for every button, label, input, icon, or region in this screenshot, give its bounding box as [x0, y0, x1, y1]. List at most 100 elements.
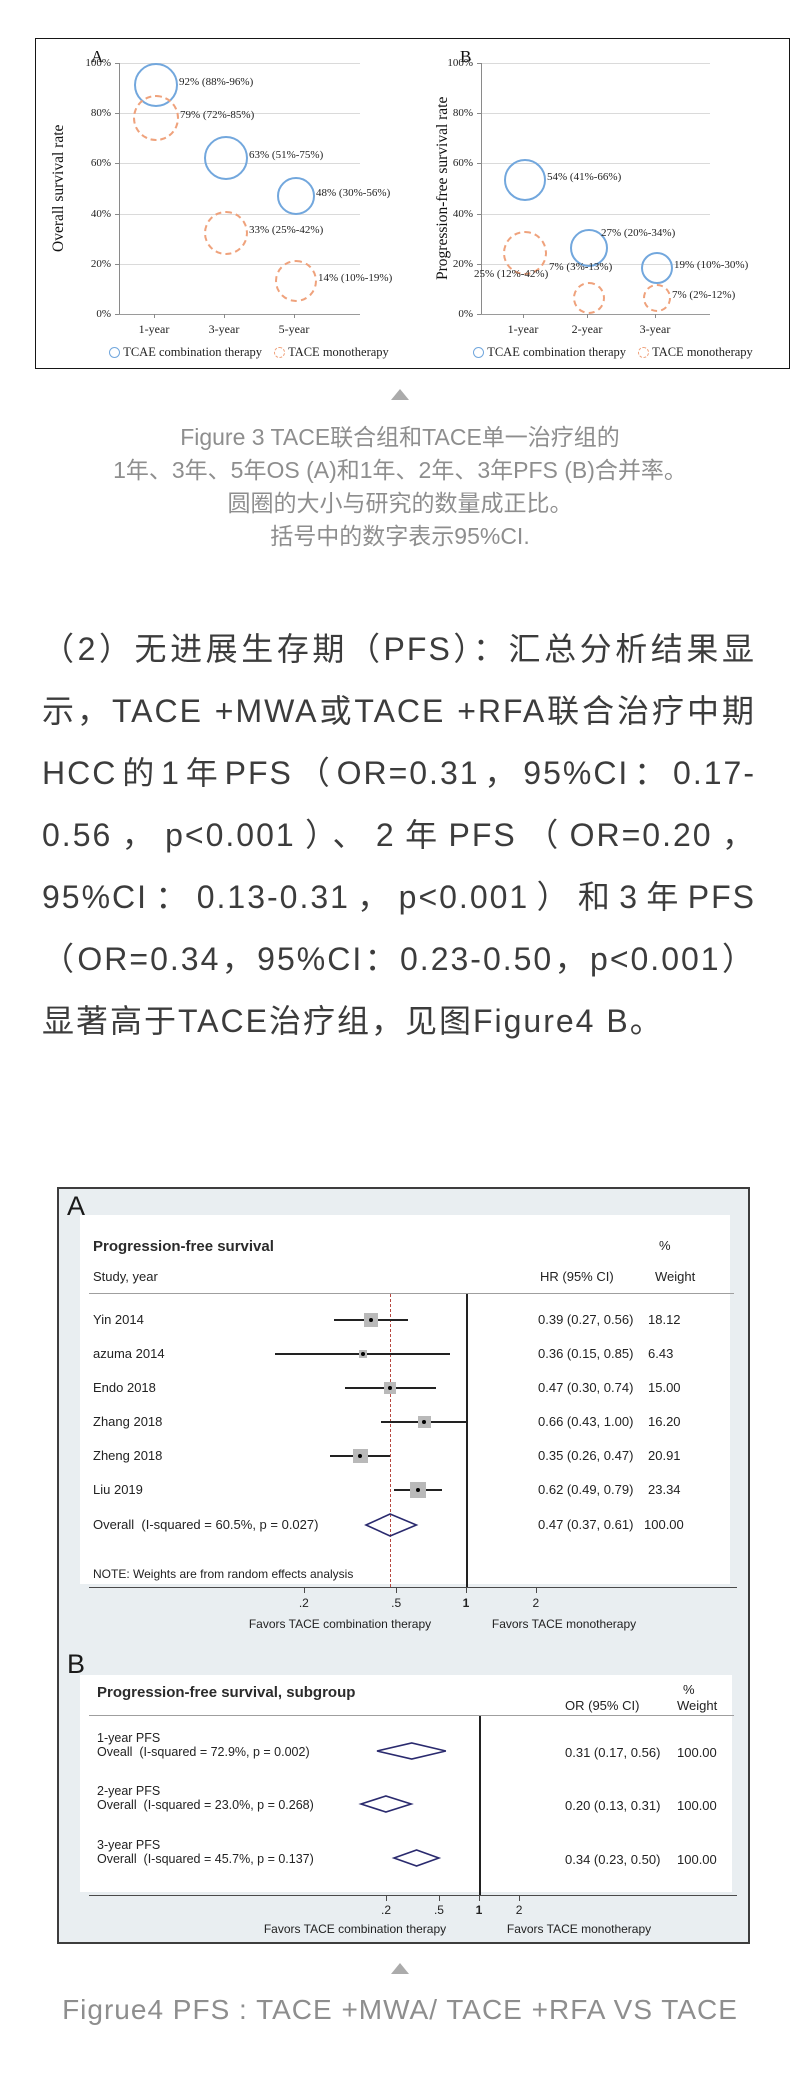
gridline: [119, 213, 360, 215]
weight-value: 15.00: [648, 1380, 681, 1395]
favors-right-label: Favors TACE monotherapy: [491, 1617, 637, 1631]
effect-value: 0.20 (0.13, 0.31): [565, 1798, 661, 1813]
subgroup-diamond: [358, 1795, 414, 1813]
bubble-value-label: 14% (10%-19%): [318, 271, 393, 284]
weight-value: 18.12: [648, 1312, 681, 1327]
legend: TCAE combination therapy TACE monotherapy: [448, 345, 778, 360]
panel-a-plot-background: [80, 1215, 730, 1584]
overall-estimate-dashed-line: [389, 1294, 391, 1587]
bubble-combination-therapy: [570, 229, 608, 268]
legend-item: TCAE combination therapy: [473, 345, 626, 360]
x-tick: [294, 314, 295, 318]
axis-tick: [386, 1895, 388, 1901]
figure4-forest-plots[interactable]: A Progression-free survival% Study, year HR…: [57, 1187, 750, 1944]
legend-label: TACE monotherapy: [652, 345, 753, 359]
subgroup-name: 1-year PFS: [97, 1731, 161, 1745]
axis-tick-label: .5: [433, 1903, 444, 1917]
axis-tick-label: 1: [475, 1903, 483, 1917]
gridline: [119, 263, 360, 265]
panel-label: A: [67, 1191, 86, 1221]
legend-label: TCAE combination therapy: [487, 345, 627, 359]
bubble-value-label: 63% (51%-75%): [249, 148, 324, 161]
x-tick-label: 3-year: [639, 322, 671, 336]
favors-left-label: Favors TACE combination therapy: [248, 1617, 432, 1631]
legend-item: TACE monotherapy: [274, 345, 389, 360]
gridline: [481, 63, 710, 64]
figure3-bubble-charts[interactable]: A Overall survival rate 100% 80% 60% 40% 20% 0%…: [35, 38, 790, 369]
x-tick: [154, 314, 155, 318]
effect-value: 0.35 (0.26, 0.47): [538, 1448, 634, 1463]
y-tick-label: 40%: [90, 207, 111, 220]
y-tick: [115, 63, 119, 64]
axis-tick: [438, 1895, 441, 1901]
effect-value: 0.62 (0.49, 0.79): [538, 1482, 634, 1497]
effect-value: 0.31 (0.17, 0.56): [565, 1745, 661, 1760]
y-axis-line: [481, 63, 482, 314]
subgroup-name: 2-year PFS: [97, 1784, 161, 1798]
study-label: Yin 2014: [93, 1312, 144, 1327]
y-tick: [477, 163, 481, 165]
bubble-monotherapy: [643, 284, 671, 313]
panel-b-plot-background: [80, 1675, 732, 1892]
x-axis-line: [481, 314, 710, 315]
bubble-monotherapy: [503, 231, 547, 276]
x-tick: [587, 314, 588, 318]
caption-triangle-icon: [391, 389, 409, 400]
x-tick: [523, 314, 524, 318]
y-axis-line: [119, 63, 120, 314]
y-tick-label: 60%: [452, 157, 473, 170]
y-tick: [477, 213, 481, 215]
percent-header: %: [683, 1682, 695, 1697]
study-label: azuma 2014: [93, 1346, 165, 1361]
y-tick: [477, 63, 481, 64]
bubble-monotherapy: [133, 94, 179, 141]
point-estimate-dot: [358, 1454, 363, 1458]
bubble-monotherapy: [573, 282, 605, 315]
figure4-caption: Figrue4 PFS : TACE +MWA/ TACE +RFA VS TA…: [62, 1994, 738, 2025]
bubble-value-label: 92% (88%-96%): [179, 76, 254, 89]
point-estimate-dot: [387, 1386, 392, 1390]
point-estimate-dot: [369, 1318, 374, 1322]
effect-value: 0.39 (0.27, 0.56): [538, 1312, 634, 1327]
weight-header: Weight: [655, 1269, 696, 1284]
bubble-combination-therapy: [641, 252, 673, 285]
y-tick: [477, 263, 481, 265]
header-rule: [89, 1715, 734, 1716]
gridline: [481, 213, 710, 215]
y-tick-label: 20%: [452, 257, 473, 270]
axis-line: [89, 1895, 737, 1897]
panel-label: A: [91, 47, 104, 66]
bubble-value-label: 48% (30%-56%): [316, 186, 391, 199]
body-paragraph: （2）无进展生存期（PFS）：汇总分析结果显示，TACE +MWA或TACE +…: [42, 631, 756, 1039]
weight-value: 6.43: [648, 1346, 674, 1361]
effect-header: OR (95% CI): [565, 1698, 640, 1713]
bubble-combination-therapy: [277, 176, 315, 215]
x-tick-label: 2-year: [571, 322, 603, 336]
y-tick-label: 80%: [90, 107, 111, 120]
y-tick: [477, 113, 481, 115]
y-tick-label: 40%: [452, 207, 473, 220]
axis-tick: [396, 1587, 398, 1593]
y-tick: [115, 113, 119, 115]
axis-line: [89, 1587, 737, 1589]
legend-dashed-circle-icon: [274, 347, 286, 358]
axis-tick-label: 1: [462, 1596, 470, 1610]
bubble-monotherapy: [275, 259, 317, 302]
bubble-value-label: 33% (25%-42%): [249, 224, 324, 237]
effect-header: HR (95% CI): [540, 1269, 614, 1284]
panel-label: B: [67, 1649, 86, 1679]
axis-tick-label: .2: [381, 1903, 392, 1917]
bubble-value-label: 19% (10%-30%): [674, 259, 749, 272]
study-label: Zhang 2018: [93, 1414, 163, 1429]
point-estimate-dot: [361, 1352, 366, 1356]
axis-tick: [519, 1895, 521, 1901]
chart-title: Progression-free survival: [93, 1238, 274, 1255]
effect-value: 0.47 (0.37, 0.61): [538, 1517, 634, 1532]
x-tick: [224, 314, 225, 318]
bubble-value-label: 25% (12%-42%): [474, 268, 549, 280]
effect-value: 0.47 (0.30, 0.74): [538, 1380, 634, 1395]
bubble-combination-therapy: [504, 159, 546, 202]
subgroup-name: 3-year PFS: [97, 1838, 161, 1852]
weight-value: 23.34: [648, 1482, 681, 1497]
chart-title: Progression-free survival, subgroup: [97, 1684, 356, 1701]
